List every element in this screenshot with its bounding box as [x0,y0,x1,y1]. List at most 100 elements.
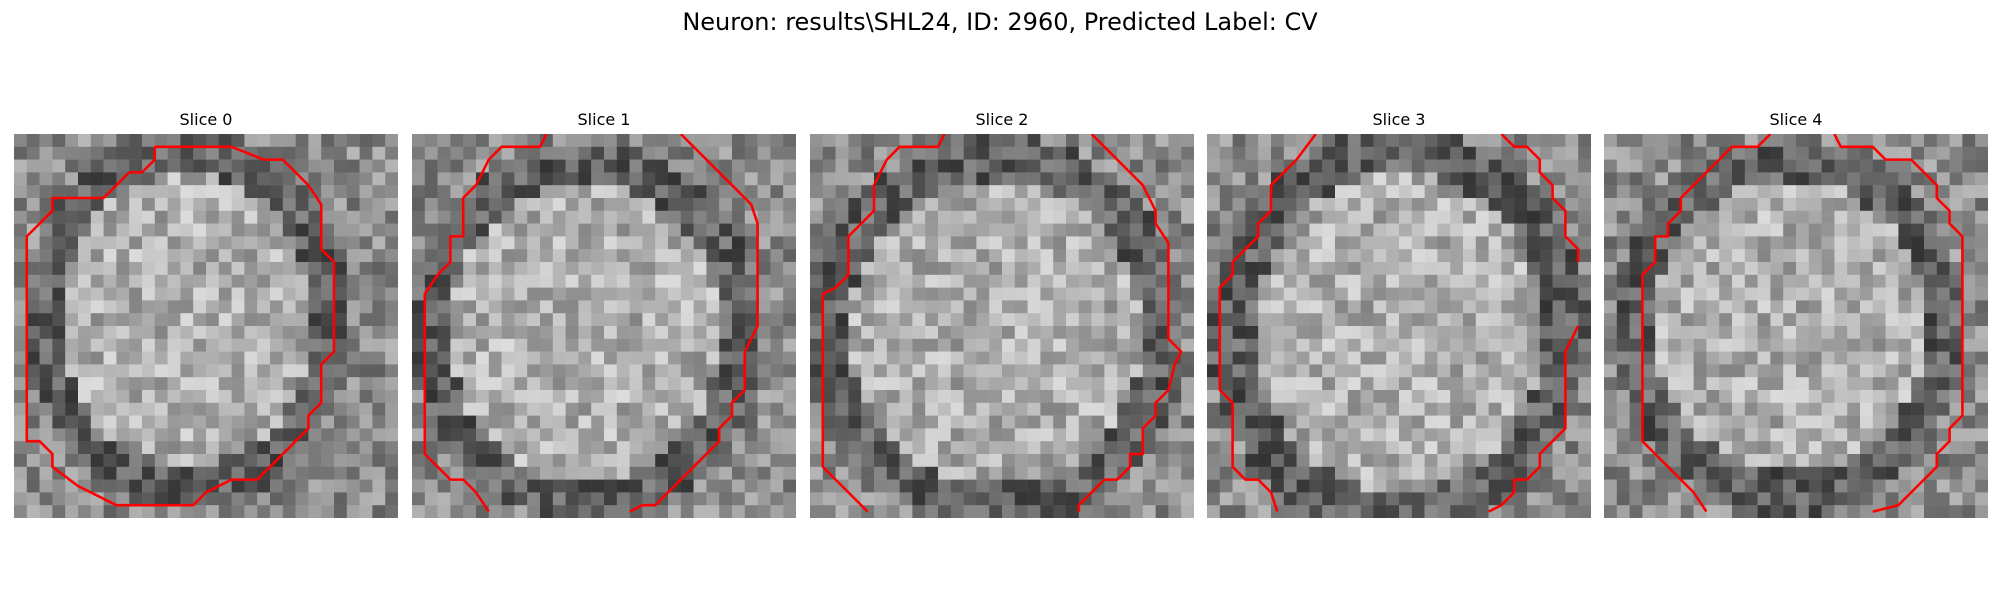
image-pixel [1014,454,1028,468]
image-pixel [180,326,194,340]
image-pixel [1514,351,1528,365]
image-pixel [989,364,1003,378]
image-pixel [719,441,733,455]
image-pixel [1975,223,1988,237]
image-pixel [1181,134,1194,148]
image-pixel [655,198,669,212]
image-pixel [1475,300,1489,314]
image-pixel [1309,185,1323,199]
image-pixel [1002,326,1016,340]
image-pixel [540,262,554,276]
image-pixel [412,428,426,442]
image-pixel [1078,146,1092,160]
image-pixel [1514,185,1528,199]
image-pixel [65,415,79,429]
image-pixel [1014,287,1028,301]
image-pixel [1962,402,1976,416]
image-pixel [450,134,464,148]
image-pixel [218,454,232,468]
image-pixel [629,492,643,506]
image-pixel [1514,364,1528,378]
image-pixel [1872,338,1886,352]
image-pixel [1360,249,1374,263]
image-pixel [1463,159,1477,173]
image-pixel [1296,415,1310,429]
image-pixel [783,505,796,518]
image-pixel [103,210,117,224]
image-pixel [1322,377,1336,391]
image-pixel [1629,492,1643,506]
image-pixel [783,313,796,327]
image-pixel [1911,390,1925,404]
image-pixel [1078,428,1092,442]
image-pixel [1514,492,1528,506]
image-pixel [501,415,515,429]
image-pixel [1360,505,1374,518]
image-pixel [1155,185,1169,199]
image-pixel [1834,134,1848,148]
image-pixel [591,466,605,480]
image-pixel [874,326,888,340]
image-pixel [270,338,284,352]
image-pixel [1898,172,1912,186]
image-pixel [78,262,92,276]
image-pixel [1847,326,1861,340]
image-pixel [142,415,156,429]
image-pixel [693,402,707,416]
image-pixel [1501,326,1515,340]
image-pixel [1117,377,1131,391]
image-pixel [616,274,630,288]
image-pixel [1181,454,1194,468]
image-pixel [1796,338,1810,352]
image-pixel [1002,287,1016,301]
image-pixel [1604,287,1618,301]
image-pixel [1399,134,1413,148]
image-pixel [899,454,913,468]
image-pixel [874,479,888,493]
image-pixel [1488,236,1502,250]
image-pixel [1911,185,1925,199]
image-pixel [642,441,656,455]
image-pixel [1373,351,1387,365]
image-pixel [1796,210,1810,224]
image-pixel [142,223,156,237]
image-pixel [1014,441,1028,455]
image-pixel [1629,172,1643,186]
image-pixel [206,146,220,160]
image-pixel [1732,262,1746,276]
image-pixel [295,313,309,327]
image-pixel [346,338,360,352]
image-pixel [1604,134,1618,148]
image-pixel [1091,198,1105,212]
image-pixel [1488,466,1502,480]
image-pixel [1616,146,1630,160]
image-pixel [308,441,322,455]
image-pixel [180,223,194,237]
image-pixel [1629,428,1643,442]
image-pixel [359,466,373,480]
image-pixel [334,364,348,378]
image-pixel [1386,505,1400,518]
image-pixel [1386,441,1400,455]
image-pixel [1040,287,1054,301]
image-pixel [488,390,502,404]
image-pixel [810,274,824,288]
image-pixel [527,134,541,148]
image-pixel [424,313,438,327]
image-pixel [1860,185,1874,199]
image-pixel [604,134,618,148]
image-pixel [1680,466,1694,480]
image-pixel [1040,274,1054,288]
image-pixel [861,492,875,506]
image-pixel [527,338,541,352]
image-pixel [1770,198,1784,212]
image-pixel [78,466,92,480]
image-pixel [1629,390,1643,404]
image-pixel [1962,390,1976,404]
image-pixel [1347,262,1361,276]
image-pixel [552,466,566,480]
image-pixel [1834,466,1848,480]
image-pixel [1808,134,1822,148]
image-pixel [1168,198,1182,212]
image-pixel [552,338,566,352]
